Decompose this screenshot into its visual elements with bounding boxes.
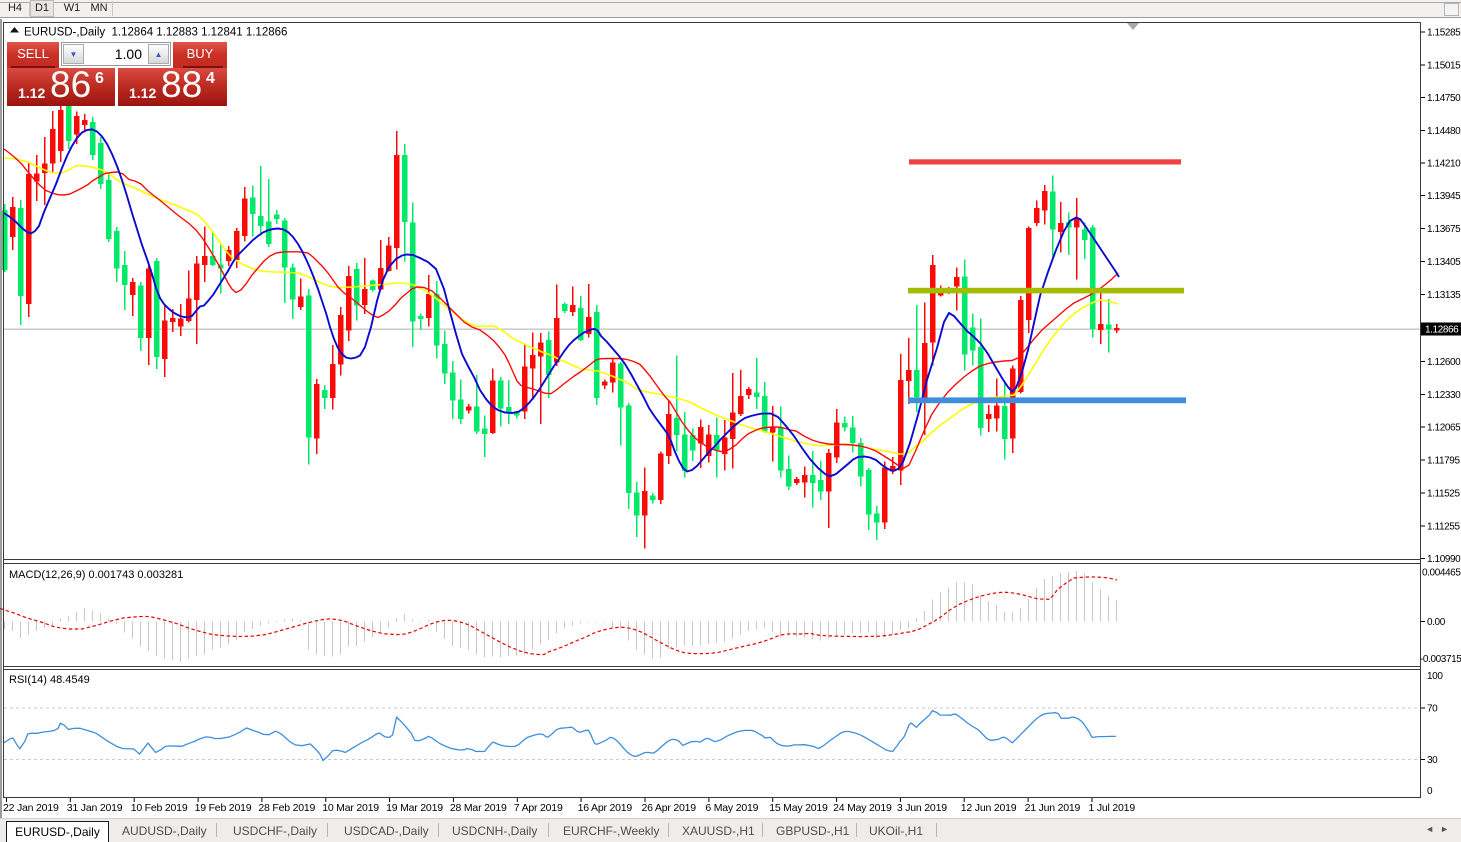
svg-text:EURUSD-,Daily 1.12864 1.12883: EURUSD-,Daily 1.12864 1.12883 1.12841 1.… [24, 27, 287, 39]
svg-text:1.14480: 1.14480 [1427, 126, 1461, 137]
svg-text:1.12866: 1.12866 [1425, 325, 1459, 336]
svg-text:24 May 2019: 24 May 2019 [833, 802, 892, 814]
svg-text:0.00: 0.00 [1427, 617, 1446, 628]
svg-text:6 May 2019: 6 May 2019 [705, 802, 758, 814]
svg-text:0.004465: 0.004465 [1422, 568, 1461, 579]
svg-text:1.14750: 1.14750 [1427, 93, 1461, 104]
svg-text:1.15285: 1.15285 [1427, 28, 1461, 39]
svg-text:1.13405: 1.13405 [1427, 257, 1461, 268]
svg-text:10 Mar 2019: 10 Mar 2019 [322, 802, 379, 814]
svg-text:30: 30 [1427, 755, 1438, 766]
svg-text:1.13945: 1.13945 [1427, 191, 1461, 202]
svg-text:0: 0 [1427, 786, 1433, 797]
svg-text:1.12600: 1.12600 [1427, 357, 1461, 368]
svg-text:3 Jun 2019: 3 Jun 2019 [897, 802, 947, 814]
svg-text:1.10990: 1.10990 [1427, 554, 1461, 565]
svg-text:28 Feb 2019: 28 Feb 2019 [258, 802, 315, 814]
svg-text:10 Feb 2019: 10 Feb 2019 [131, 802, 188, 814]
svg-text:1.12065: 1.12065 [1427, 423, 1461, 434]
svg-text:1.15015: 1.15015 [1427, 61, 1461, 72]
svg-text:1.12330: 1.12330 [1427, 390, 1461, 401]
svg-text:26 Apr 2019: 26 Apr 2019 [642, 802, 697, 814]
svg-text:RSI(14) 48.4549: RSI(14) 48.4549 [9, 674, 90, 686]
svg-text:1.11795: 1.11795 [1427, 456, 1460, 467]
svg-text:1.11525: 1.11525 [1427, 489, 1460, 500]
svg-text:31 Jan 2019: 31 Jan 2019 [67, 802, 123, 814]
svg-text:MACD(12,26,9) 0.001743 0.00328: MACD(12,26,9) 0.001743 0.003281 [9, 569, 183, 581]
svg-text:19 Mar 2019: 19 Mar 2019 [386, 802, 443, 814]
svg-text:100: 100 [1427, 671, 1443, 682]
svg-text:1 Jul 2019: 1 Jul 2019 [1089, 802, 1136, 814]
svg-text:7 Apr 2019: 7 Apr 2019 [514, 802, 563, 814]
svg-text:1.13135: 1.13135 [1427, 290, 1461, 301]
svg-text:15 May 2019: 15 May 2019 [769, 802, 828, 814]
svg-text:1.14210: 1.14210 [1427, 159, 1461, 170]
svg-text:-0.003715: -0.003715 [1420, 654, 1461, 665]
svg-text:19 Feb 2019: 19 Feb 2019 [195, 802, 252, 814]
svg-text:21 Jun 2019: 21 Jun 2019 [1025, 802, 1081, 814]
svg-text:12 Jun 2019: 12 Jun 2019 [961, 802, 1017, 814]
svg-text:1.13675: 1.13675 [1427, 224, 1461, 235]
svg-text:1.11255: 1.11255 [1427, 522, 1460, 533]
svg-text:28 Mar 2019: 28 Mar 2019 [450, 802, 507, 814]
svg-text:70: 70 [1427, 704, 1438, 715]
svg-text:22 Jan 2019: 22 Jan 2019 [3, 802, 59, 814]
svg-text:16 Apr 2019: 16 Apr 2019 [578, 802, 633, 814]
